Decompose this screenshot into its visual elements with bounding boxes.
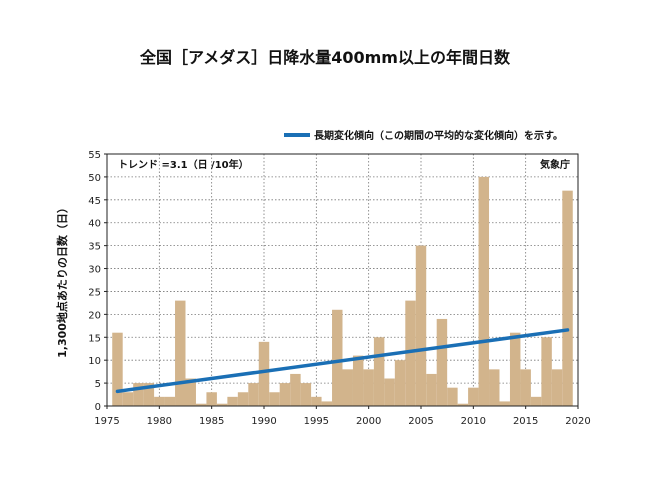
bar-2019 <box>562 190 573 406</box>
bar-2009 <box>457 403 469 406</box>
chart-title: 全国［アメダス］日降水量400mm以上の年間日数 <box>139 48 511 67</box>
bar-2011 <box>478 176 490 406</box>
bar-1984 <box>195 403 207 406</box>
bar-1976 <box>112 332 123 406</box>
bar-2016 <box>530 396 542 406</box>
bar-2008 <box>447 387 458 406</box>
bar-1983 <box>185 378 196 406</box>
bar-2014 <box>509 332 521 406</box>
y-tick-label: 55 <box>88 150 101 161</box>
x-tick-label: 1990 <box>251 416 276 427</box>
y-tick-label: 35 <box>88 242 101 253</box>
x-tick-label: 2005 <box>408 416 433 427</box>
plot-frame <box>106 153 579 407</box>
bar-1988 <box>237 392 249 406</box>
bar-1996 <box>321 401 333 406</box>
trend-group <box>115 328 570 394</box>
bar-1995 <box>311 396 322 406</box>
legend: 長期変化傾向（この期間の平均的な変化傾向）を示す。 <box>284 129 563 142</box>
trend-line <box>115 328 570 394</box>
x-tick-label: 2000 <box>356 416 381 427</box>
bar-2004 <box>405 300 416 406</box>
bar-1991 <box>269 392 280 406</box>
bar-1990 <box>258 341 270 406</box>
x-tick-label: 1995 <box>304 416 329 427</box>
bars <box>112 176 573 406</box>
x-tick-label: 1975 <box>94 416 119 427</box>
x-tick-label: 1980 <box>147 416 172 427</box>
bar-1987 <box>227 396 238 406</box>
bar-1978 <box>133 383 144 406</box>
bar-1993 <box>290 373 301 406</box>
bar-2015 <box>520 369 531 406</box>
y-tick-label: 50 <box>88 173 101 184</box>
y-tick-label: 5 <box>95 379 101 390</box>
bar-1977 <box>122 392 134 406</box>
bar-2010 <box>468 387 479 406</box>
y-axis-label: 1,300地点あたりの日数（日） <box>55 202 69 358</box>
bar-1980 <box>154 396 165 406</box>
y-tick-label: 25 <box>88 287 101 298</box>
bar-2003 <box>394 360 406 406</box>
bar-1994 <box>300 383 312 406</box>
bar-1999 <box>352 355 364 406</box>
bar-2013 <box>499 401 510 406</box>
bar-1989 <box>248 383 259 406</box>
source-annotation: 気象庁 <box>539 158 570 171</box>
bar-1979 <box>143 383 155 406</box>
bar-1981 <box>164 396 176 406</box>
bar-2000 <box>363 369 374 406</box>
y-tick-label: 0 <box>95 402 101 413</box>
y-axis-ticks: 0 5 10 15 20 25 30 35 40 45 50 55 <box>88 150 107 413</box>
x-tick-label: 2010 <box>461 416 486 427</box>
x-tick-label: 2015 <box>513 416 538 427</box>
y-tick-label: 30 <box>88 265 101 276</box>
trend-annotation: トレンド =3.1（日 /10年） <box>118 158 249 171</box>
y-tick-label: 10 <box>88 356 101 367</box>
bar-2012 <box>489 369 500 406</box>
bar-2001 <box>373 337 385 406</box>
y-tick-label: 15 <box>88 333 101 344</box>
x-axis-ticks: 1975 1980 1985 1990 1995 2000 2005 2010 2015 2020 <box>94 406 591 427</box>
legend-label: 長期変化傾向（この期間の平均的な変化傾向）を示す。 <box>314 129 563 142</box>
bar-1998 <box>342 369 353 406</box>
bar-1982 <box>175 300 186 406</box>
y-tick-label: 20 <box>88 310 101 321</box>
bar-2007 <box>436 318 448 406</box>
bar-2006 <box>426 373 437 406</box>
bar-1985 <box>206 392 217 406</box>
bar-1986 <box>216 403 228 406</box>
bar-2005 <box>415 245 427 406</box>
y-tick-label: 45 <box>88 196 101 207</box>
bar-2002 <box>384 378 395 406</box>
plot-border <box>106 153 579 407</box>
x-tick-label: 2020 <box>565 416 590 427</box>
y-tick-label: 40 <box>88 219 101 230</box>
bar-1997 <box>332 309 343 406</box>
x-tick-label: 1985 <box>199 416 224 427</box>
bar-1992 <box>279 383 291 406</box>
bar-2018 <box>551 369 563 406</box>
bar-2017 <box>541 337 552 406</box>
